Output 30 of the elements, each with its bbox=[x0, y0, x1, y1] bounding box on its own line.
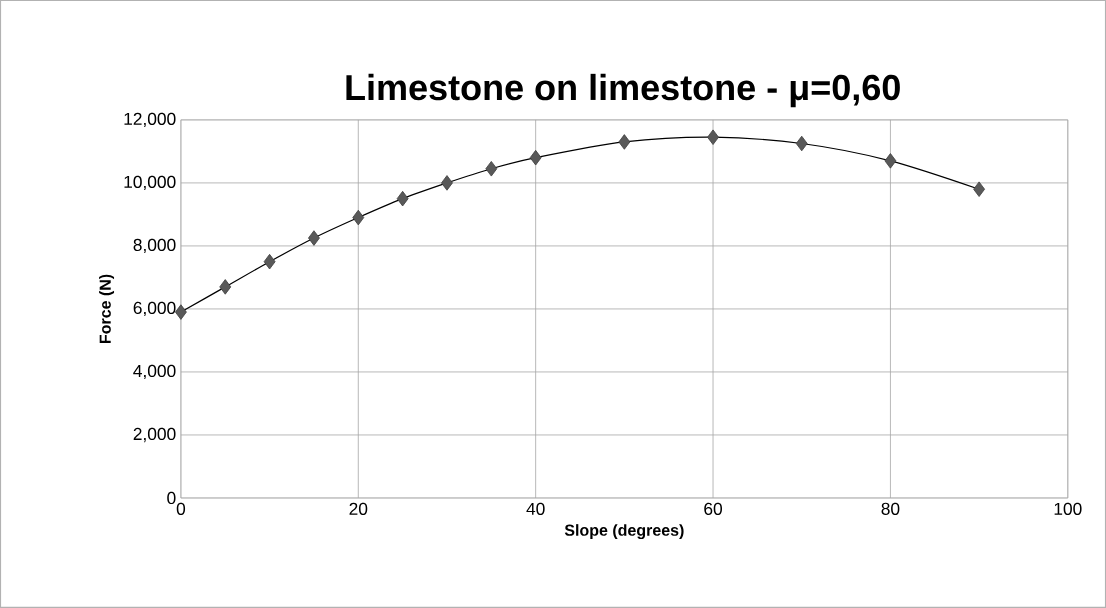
point bbox=[396, 190, 409, 207]
y-tick-label: 2,000 bbox=[133, 427, 176, 443]
point bbox=[441, 175, 453, 191]
x-tick-label: 20 bbox=[349, 502, 368, 516]
x-tick-label: 0 bbox=[176, 502, 186, 516]
point bbox=[618, 134, 631, 150]
point bbox=[485, 161, 498, 177]
point bbox=[529, 150, 542, 166]
point bbox=[263, 254, 276, 270]
point bbox=[884, 153, 897, 169]
y-tick-label: 8,000 bbox=[133, 238, 176, 254]
x-tick-label: 40 bbox=[526, 502, 545, 516]
y-tick-label: 12,000 bbox=[124, 112, 176, 128]
y-axis-title: Force (N) bbox=[99, 274, 115, 344]
point bbox=[795, 135, 808, 152]
y-tick-label: 10,000 bbox=[124, 175, 176, 191]
point bbox=[973, 181, 986, 198]
point bbox=[707, 129, 719, 146]
point bbox=[175, 304, 187, 320]
x-tick-label: 80 bbox=[881, 502, 900, 516]
x-tick-label: 100 bbox=[1054, 502, 1082, 516]
chart-title: Limestone on limestone - μ=0,60 bbox=[346, 73, 900, 108]
point bbox=[219, 279, 232, 295]
y-tick-label: 6,000 bbox=[133, 301, 176, 317]
point bbox=[308, 230, 320, 246]
x-tick-label: 60 bbox=[704, 502, 723, 516]
x-axis-title: Slope (degrees) bbox=[564, 524, 684, 540]
y-tick-label: 0 bbox=[167, 491, 176, 505]
y-tick-label: 4,000 bbox=[133, 364, 176, 380]
point bbox=[352, 209, 365, 226]
